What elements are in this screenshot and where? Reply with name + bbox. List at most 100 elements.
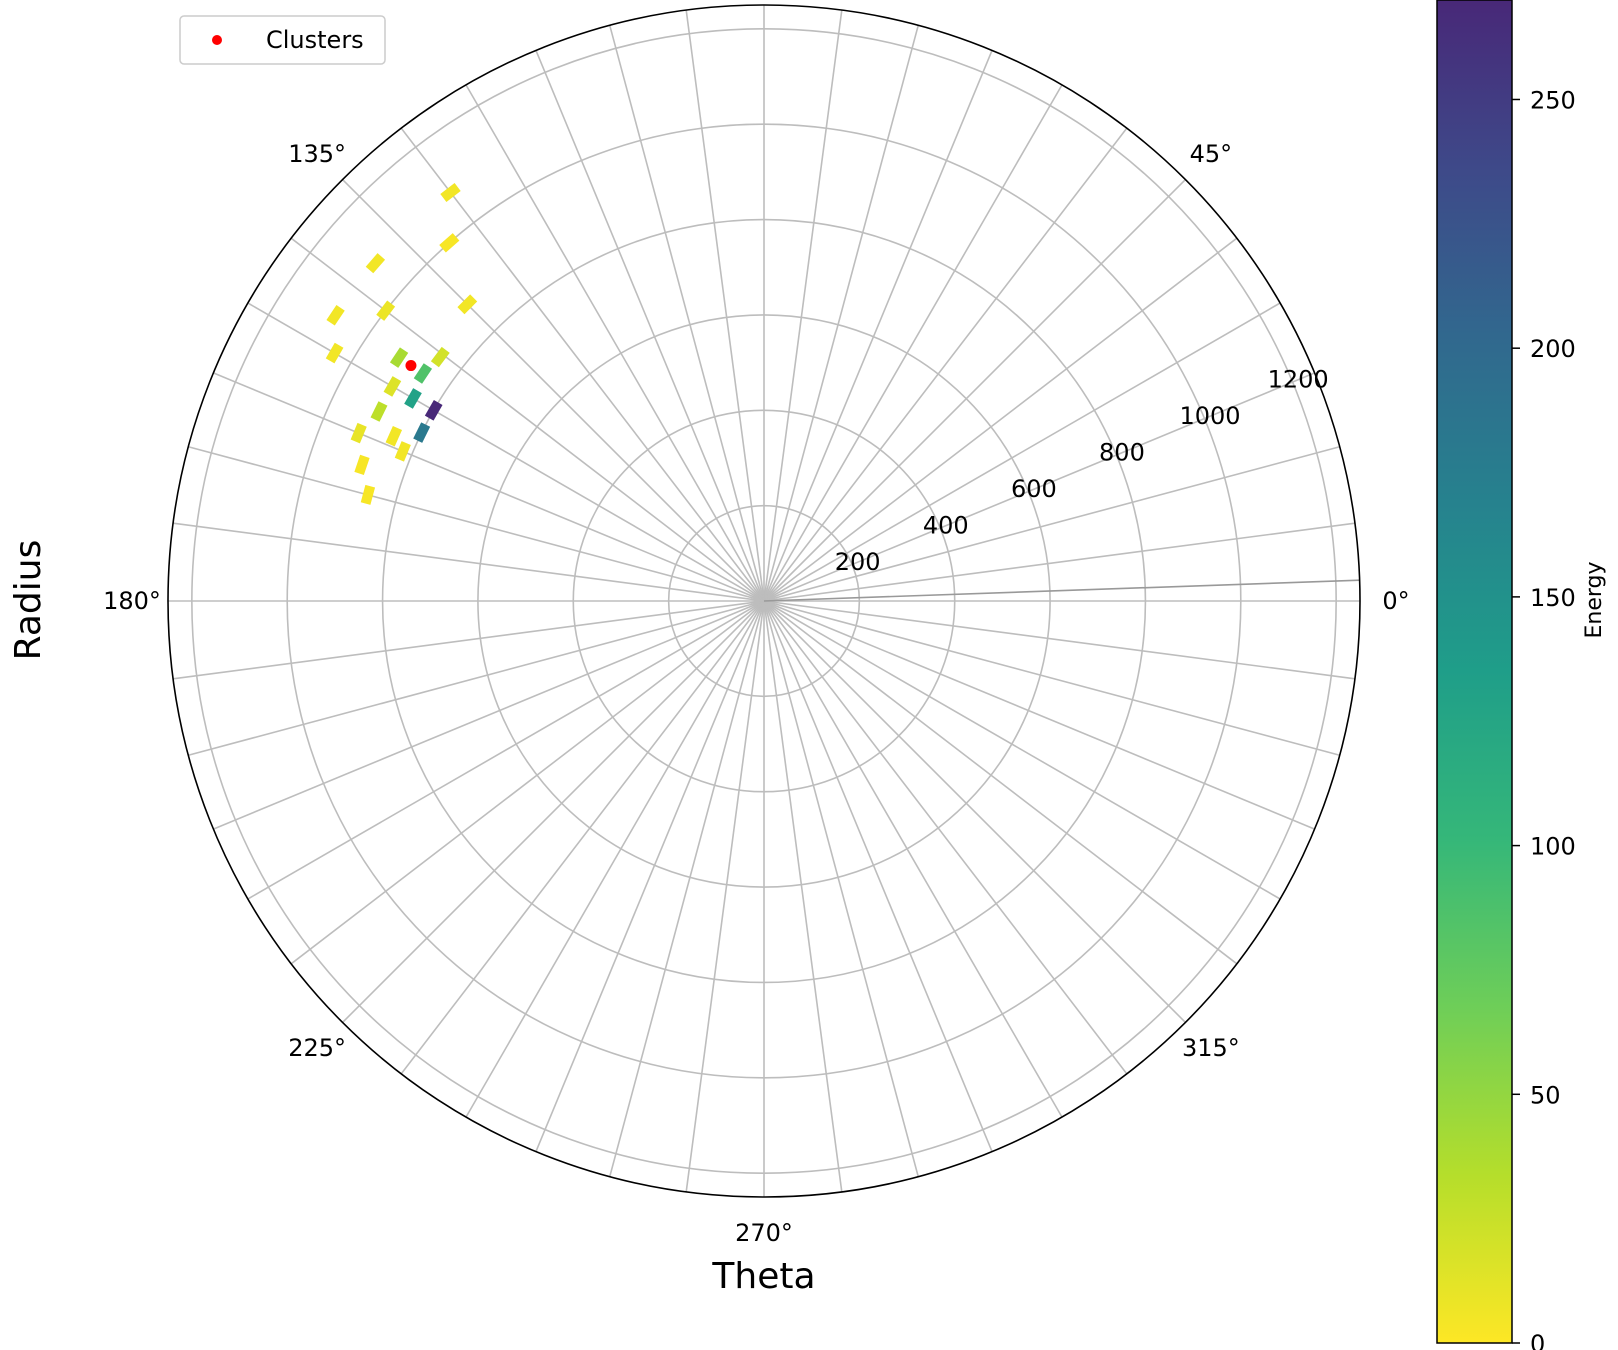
- angular-gridline: [763, 600, 1315, 830]
- heatmap-cell: [360, 484, 376, 505]
- angular-gridline: [763, 600, 843, 1193]
- heatmap-cell: [413, 363, 433, 384]
- angular-gridline: [763, 600, 1238, 965]
- colorbar-gradient: [1436, 0, 1513, 1344]
- angular-gridline: [608, 25, 765, 602]
- radial-tick-label: 600: [1011, 475, 1057, 503]
- angular-gridline: [608, 600, 765, 1177]
- heatmap-cell: [354, 454, 370, 476]
- theta-tick-label: 135°: [288, 140, 346, 168]
- y-axis-label: Radius: [8, 540, 49, 661]
- heatmap-cell: [424, 400, 443, 421]
- colorbar-tick-label: 200: [1530, 335, 1576, 363]
- heatmap-cells: [325, 183, 478, 505]
- angular-gridline: [535, 600, 765, 1152]
- colorbar-tick-label: 0: [1530, 1330, 1545, 1350]
- theta-tick-label: 45°: [1190, 140, 1233, 168]
- heatmap-cell: [370, 401, 388, 422]
- angular-gridline: [465, 600, 765, 1118]
- legend[interactable]: Clusters: [179, 15, 386, 65]
- angular-gridline: [763, 25, 920, 602]
- colorbar-tick-label: 50: [1530, 1081, 1561, 1109]
- angular-gridline: [763, 372, 1315, 602]
- angular-gridline: [188, 600, 765, 757]
- heatmap-cell: [326, 305, 345, 326]
- legend-marker-clusters: [212, 35, 222, 45]
- angular-gridline: [400, 600, 765, 1075]
- radial-tick-label: 1000: [1180, 402, 1241, 430]
- colorbar-tick-label: 100: [1530, 833, 1576, 861]
- angular-gridline: [763, 600, 1063, 1118]
- angular-gridline: [535, 50, 765, 602]
- angular-gridline: [400, 127, 765, 602]
- heatmap-cell: [394, 441, 411, 462]
- radial-tick-label: 400: [923, 512, 969, 540]
- angular-gridline: [247, 302, 765, 602]
- angular-gridline: [763, 600, 993, 1152]
- angular-gridline: [763, 600, 920, 1177]
- angular-gridline: [763, 600, 1281, 900]
- angular-gridline: [341, 600, 765, 1024]
- x-axis-label: Theta: [711, 1256, 815, 1297]
- legend-frame: [179, 15, 386, 65]
- angular-gridline: [763, 237, 1238, 602]
- heatmap-cell: [383, 376, 402, 397]
- polar-grid: [168, 5, 1360, 1197]
- angular-gridline: [188, 445, 765, 602]
- heatmap-cell: [440, 183, 461, 202]
- theta-tick-label: 225°: [288, 1034, 346, 1062]
- colorbar-tick-label: 250: [1530, 86, 1576, 114]
- heatmap-cell: [350, 422, 367, 444]
- tick-labels: 0° 45° 135° 180° 225° 270° 315° 200 400 600 800 100…: [103, 140, 1410, 1247]
- radial-axis-line: [763, 579, 1360, 602]
- angular-gridline: [763, 445, 1340, 602]
- colorbar: 0 50 100 150 200 250 Energy: [1436, 0, 1607, 1350]
- legend-label-clusters: Clusters: [266, 26, 364, 54]
- angular-gridline: [763, 178, 1187, 602]
- heatmap-cell: [365, 253, 386, 274]
- angular-gridline: [763, 600, 1356, 680]
- cluster-point: [405, 360, 417, 372]
- angular-gridline: [213, 600, 765, 830]
- heatmap-cell: [413, 422, 431, 443]
- angular-gridline: [172, 522, 765, 602]
- theta-tick-label: 270°: [735, 1219, 793, 1247]
- angular-gridline: [685, 9, 765, 602]
- heatmap-cell: [385, 425, 403, 447]
- angular-gridline: [763, 302, 1281, 602]
- heatmap-cell: [376, 300, 396, 321]
- angular-gridline: [763, 522, 1356, 602]
- heatmap-cell: [325, 342, 344, 364]
- angular-gridline: [763, 600, 1340, 757]
- cluster-points: [405, 360, 417, 372]
- angular-gridline: [247, 600, 765, 900]
- angular-gridline: [763, 50, 993, 602]
- theta-tick-label: 180°: [103, 587, 161, 615]
- heatmap-cell: [389, 347, 409, 368]
- angular-gridline: [763, 127, 1128, 602]
- radial-tick-label: 800: [1099, 439, 1145, 467]
- colorbar-label: Energy: [1582, 561, 1607, 638]
- angular-gridline: [341, 178, 765, 602]
- theta-tick-label: 315°: [1182, 1034, 1240, 1062]
- heatmap-cell: [439, 233, 460, 253]
- angular-gridline: [763, 84, 1063, 602]
- angular-gridline: [685, 600, 765, 1193]
- angular-gridline: [172, 600, 765, 680]
- polar-frame: [167, 4, 1361, 1198]
- angular-gridline: [290, 237, 765, 602]
- angular-gridline: [290, 600, 765, 965]
- angular-gridline: [763, 600, 1187, 1024]
- angular-gridline: [465, 84, 765, 602]
- angular-gridline: [213, 372, 765, 602]
- colorbar-tick-label: 150: [1530, 584, 1576, 612]
- angular-gridline: [763, 600, 1128, 1075]
- colorbar-ticks: 0 50 100 150 200 250: [1512, 86, 1576, 1350]
- heatmap-cell: [430, 346, 450, 368]
- radial-tick-label: 1200: [1268, 366, 1329, 394]
- heatmap-cell: [457, 294, 478, 315]
- angular-gridline: [763, 9, 843, 602]
- heatmap-cell: [404, 388, 422, 409]
- theta-tick-label: 0°: [1382, 587, 1409, 615]
